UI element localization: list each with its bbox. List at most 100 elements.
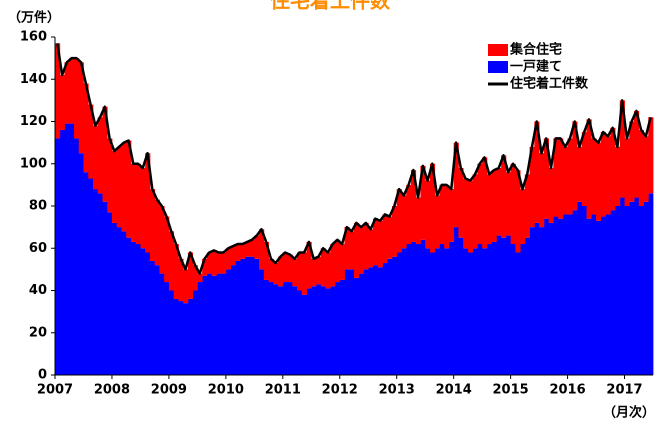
area-segment xyxy=(572,210,578,375)
area-segment xyxy=(211,275,217,375)
area-segment xyxy=(439,184,445,245)
area-segment xyxy=(197,282,203,375)
area-segment xyxy=(335,239,341,283)
area-segment xyxy=(316,284,322,375)
area-segment xyxy=(268,258,274,283)
area-segment xyxy=(524,174,531,238)
area-segment xyxy=(515,170,521,253)
y-tick-label: 140 xyxy=(20,72,47,87)
area-segment xyxy=(448,189,455,242)
area-segment xyxy=(372,265,379,375)
x-tick-label: 2015 xyxy=(493,383,529,398)
area-segment xyxy=(486,174,493,245)
area-segment xyxy=(69,123,75,375)
area-segment xyxy=(55,43,61,139)
area-segment xyxy=(278,256,284,287)
area-segment xyxy=(135,163,141,245)
area-segment xyxy=(615,206,621,375)
area-segment xyxy=(301,294,307,375)
area-segment xyxy=(463,178,469,249)
area-segment xyxy=(173,298,179,375)
area-segment xyxy=(211,250,217,276)
area-segment xyxy=(596,142,602,221)
area-segment xyxy=(254,235,260,259)
area-segment xyxy=(107,212,113,375)
area-segment xyxy=(482,157,488,249)
area-segment xyxy=(159,273,165,375)
area-segment xyxy=(154,265,160,375)
area-segment xyxy=(629,201,635,375)
area-segment xyxy=(130,241,137,375)
area-segment xyxy=(192,290,198,375)
area-segment xyxy=(520,244,526,375)
area-segment xyxy=(363,222,369,270)
area-segment xyxy=(558,138,564,219)
area-segment xyxy=(187,298,194,375)
area-segment xyxy=(192,265,198,291)
area-segment xyxy=(330,286,336,375)
area-segment xyxy=(477,163,483,245)
area-segment xyxy=(467,180,474,253)
area-segment xyxy=(92,125,99,190)
area-segment xyxy=(107,138,113,213)
area-segment xyxy=(534,222,540,375)
x-tick-label: 2011 xyxy=(265,383,301,398)
area-segment xyxy=(477,244,483,375)
y-tick-label: 160 xyxy=(20,30,47,45)
area-segment xyxy=(529,227,535,375)
area-segment xyxy=(168,290,175,375)
area-segment xyxy=(173,244,179,299)
area-segment xyxy=(382,263,388,375)
area-segment xyxy=(486,244,493,375)
area-segment xyxy=(287,282,293,375)
area-segment xyxy=(268,282,274,375)
x-tick-label: 2014 xyxy=(436,383,472,398)
area-segment xyxy=(496,167,502,236)
area-segment xyxy=(429,163,436,253)
area-segment xyxy=(600,216,606,375)
area-segment xyxy=(297,252,303,291)
area-segment xyxy=(249,256,255,375)
area-segment xyxy=(567,214,573,375)
area-segment xyxy=(59,75,65,130)
area-segment xyxy=(116,146,122,228)
area-segment xyxy=(287,254,293,283)
area-segment xyxy=(382,214,388,264)
area-segment xyxy=(183,303,189,375)
legend-label: 住宅着工件数 xyxy=(510,76,589,92)
area-segment xyxy=(130,163,137,242)
area-segment xyxy=(273,263,279,285)
area-segment xyxy=(553,216,559,375)
area-segment xyxy=(183,269,189,304)
y-tick-label: 120 xyxy=(20,114,47,129)
area-segment xyxy=(577,201,583,375)
area-segment xyxy=(330,244,336,287)
area-segment xyxy=(339,244,345,280)
y-tick-label: 0 xyxy=(38,368,47,383)
area-segment xyxy=(349,231,355,270)
area-segment xyxy=(396,189,402,253)
area-segment xyxy=(377,220,383,268)
area-segment xyxy=(600,132,606,217)
area-segment xyxy=(629,121,635,202)
area-segment xyxy=(297,290,303,375)
area-segment xyxy=(619,197,625,375)
area-segment xyxy=(496,235,502,375)
area-segment xyxy=(263,241,269,280)
area-segment xyxy=(358,227,364,274)
area-segment xyxy=(216,273,222,375)
area-segment xyxy=(159,206,165,274)
area-segment xyxy=(520,189,526,245)
area-segment xyxy=(581,206,587,375)
area-segment xyxy=(562,146,568,215)
area-segment xyxy=(316,256,322,285)
area-segment xyxy=(354,222,360,278)
area-segment xyxy=(434,248,440,375)
area-segment xyxy=(88,104,94,179)
area-segment xyxy=(292,286,298,375)
area-segment xyxy=(491,170,497,242)
area-segment xyxy=(396,252,402,375)
area-segment xyxy=(558,218,564,375)
legend-label: 一戸建て xyxy=(510,59,562,75)
